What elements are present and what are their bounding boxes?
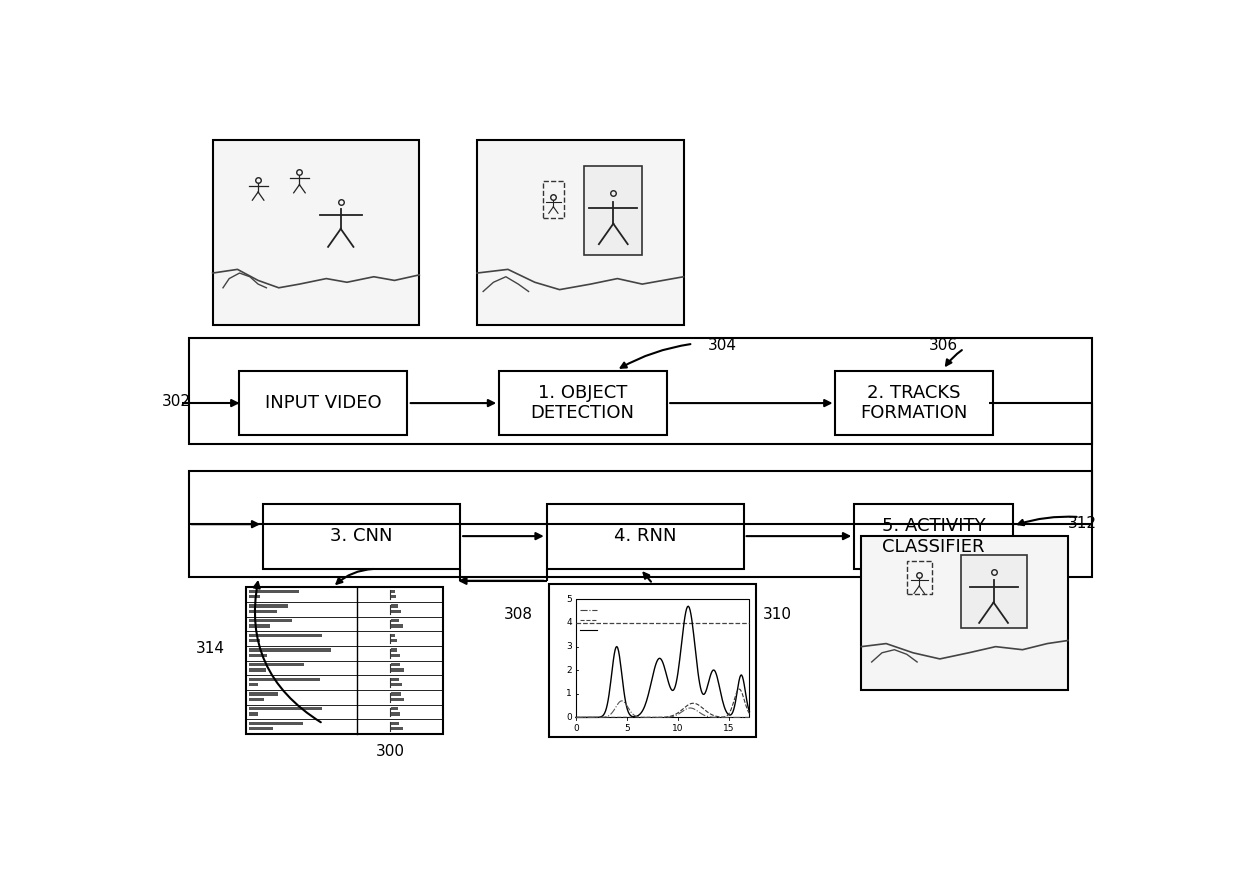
- Bar: [498, 370, 667, 436]
- Text: 1. OBJECT
DETECTION: 1. OBJECT DETECTION: [531, 384, 635, 423]
- Text: 312: 312: [1068, 517, 1097, 532]
- Bar: [247, 587, 444, 734]
- Text: 4: 4: [567, 618, 572, 627]
- Bar: [392, 649, 397, 651]
- Text: 5: 5: [567, 595, 572, 603]
- Bar: [392, 633, 396, 637]
- Text: 15: 15: [723, 724, 735, 733]
- Bar: [854, 504, 1013, 569]
- Text: 5: 5: [624, 724, 630, 733]
- Text: 2. TRACKS
FORMATION: 2. TRACKS FORMATION: [861, 384, 968, 423]
- Text: 302: 302: [161, 393, 191, 408]
- Bar: [249, 654, 267, 657]
- Bar: [249, 639, 259, 642]
- Bar: [862, 536, 1068, 689]
- Bar: [249, 625, 270, 627]
- Bar: [547, 504, 744, 569]
- Bar: [392, 604, 398, 608]
- Bar: [249, 707, 322, 711]
- Bar: [392, 589, 394, 593]
- Bar: [549, 584, 755, 737]
- Bar: [392, 698, 404, 701]
- Bar: [249, 698, 264, 701]
- Text: 308: 308: [503, 607, 533, 622]
- Text: 306: 306: [929, 338, 957, 353]
- Bar: [392, 721, 399, 725]
- Bar: [249, 610, 277, 613]
- Text: 300: 300: [376, 743, 405, 758]
- Text: 304: 304: [708, 338, 737, 353]
- Bar: [584, 167, 642, 254]
- Bar: [961, 555, 1027, 628]
- Bar: [249, 633, 322, 637]
- Bar: [392, 683, 402, 687]
- Bar: [392, 619, 399, 622]
- Bar: [188, 471, 1092, 577]
- Bar: [392, 625, 403, 627]
- Bar: [249, 683, 258, 687]
- Text: 2: 2: [567, 665, 572, 674]
- Bar: [392, 707, 398, 711]
- Text: 1: 1: [567, 689, 572, 698]
- Bar: [392, 610, 401, 613]
- Text: 0: 0: [573, 724, 579, 733]
- Bar: [392, 712, 401, 716]
- Text: 3: 3: [567, 642, 572, 651]
- Bar: [543, 181, 564, 218]
- Text: 3. CNN: 3. CNN: [330, 527, 393, 545]
- Bar: [249, 663, 304, 666]
- Bar: [249, 678, 320, 680]
- Text: 5. ACTIVITY
CLASSIFIER: 5. ACTIVITY CLASSIFIER: [882, 517, 986, 556]
- Bar: [249, 692, 278, 696]
- Bar: [392, 678, 399, 680]
- Bar: [188, 338, 1092, 444]
- Bar: [249, 619, 293, 622]
- Bar: [249, 721, 304, 725]
- Text: 310: 310: [764, 607, 792, 622]
- Bar: [249, 712, 258, 716]
- Bar: [392, 654, 401, 657]
- Bar: [249, 589, 299, 593]
- Bar: [906, 561, 931, 595]
- Bar: [392, 692, 401, 696]
- Bar: [249, 668, 267, 672]
- Bar: [249, 595, 259, 598]
- Bar: [239, 370, 407, 436]
- Bar: [392, 663, 401, 666]
- Bar: [392, 727, 403, 730]
- Bar: [392, 639, 397, 642]
- Bar: [835, 370, 993, 436]
- Bar: [392, 668, 404, 672]
- Text: 0: 0: [567, 713, 572, 722]
- Bar: [249, 727, 273, 730]
- Text: 4. RNN: 4. RNN: [614, 527, 676, 545]
- Bar: [249, 604, 288, 608]
- Bar: [263, 504, 460, 569]
- Text: 10: 10: [672, 724, 683, 733]
- Bar: [477, 141, 683, 324]
- Text: INPUT VIDEO: INPUT VIDEO: [265, 394, 382, 412]
- Bar: [249, 649, 331, 651]
- Text: 314: 314: [196, 641, 226, 657]
- Bar: [213, 141, 419, 324]
- Bar: [392, 595, 396, 598]
